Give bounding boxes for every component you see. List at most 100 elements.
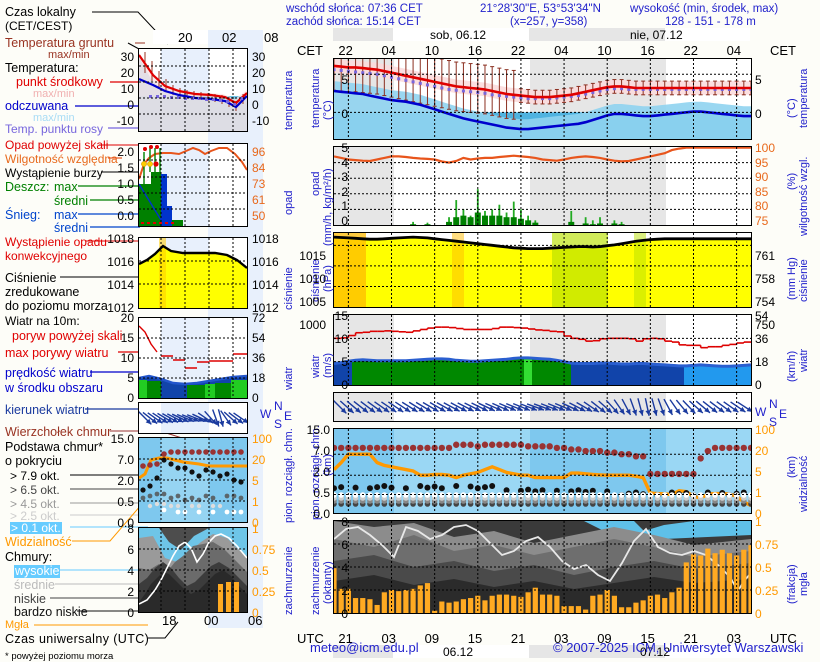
main-precip-axis-l-0: 5 xyxy=(341,141,348,155)
main-wind-axis-l-2: 5 xyxy=(341,355,348,369)
main-cloud-axis-l-1: 7.0 xyxy=(313,444,330,458)
small-cl-r2: 5 xyxy=(252,474,259,488)
main-cet-tick-4: 22 xyxy=(510,43,526,58)
compass-small: N S W E xyxy=(260,400,300,432)
small-wind-r1: 54 xyxy=(252,331,266,345)
legend-local-time-zone: (CET/CEST) xyxy=(5,19,73,33)
main-cet-tick-5: 04 xyxy=(554,43,569,58)
small-cov-l4: 0 xyxy=(127,606,134,620)
small-wind-l4: 0 xyxy=(127,391,134,405)
main-axis-title-visibility: widzialność xyxy=(798,455,810,512)
main-humidity-axis-r-0: 100 xyxy=(755,141,776,155)
legend-temp-maxmin: max/min xyxy=(33,88,75,100)
legend-wind10: Wiatr na 10m: xyxy=(5,314,80,328)
legend-apparent: odczuwana xyxy=(5,99,69,113)
small-cl-r3: 1 xyxy=(252,495,259,509)
small-winddir-panel xyxy=(138,402,248,434)
small-temp-axis-r2: 10 xyxy=(252,82,266,96)
main-temp-axis-l-0: 5 xyxy=(341,73,348,87)
main-cloud-axis-r-4: 0 xyxy=(755,507,762,521)
main-humidity-axis-r-4: 80 xyxy=(755,199,769,213)
legend-temperature: Temperatura: xyxy=(5,61,79,75)
main-precipitation-panel xyxy=(333,146,752,226)
legend-wind-speed-2: w środku obszaru xyxy=(5,381,103,395)
legend-utc: Czas uniwersalny (UTC) xyxy=(5,632,150,646)
small-pres-l0: 1018 xyxy=(107,232,134,246)
small-cet-tick-0: 20 xyxy=(178,30,193,45)
main-cloud-axis-r-3: 1 xyxy=(755,486,762,500)
main-wind-axis-l-3: 0 xyxy=(341,378,348,392)
main-cloudext-panel xyxy=(333,428,752,514)
main-temp-axis-l-1: 0 xyxy=(341,107,348,121)
main-cover-axis-r-0: 1 xyxy=(755,515,762,529)
main-axis-unit-fog: (frakcja) xyxy=(786,564,798,604)
legend-conv-precip-2: konwekcyjnego xyxy=(5,249,88,263)
main-cloudcover-panel xyxy=(333,520,752,614)
main-cover-axis-l-4: 0 xyxy=(341,607,348,621)
small-hum-l0: 2.0 xyxy=(117,145,134,159)
legend-cloud-mid: średnie xyxy=(14,578,55,592)
small-cl-r1: 20 xyxy=(252,453,266,467)
legend-rain: Deszcz: xyxy=(5,180,50,194)
day-band-night-0 xyxy=(333,28,393,41)
main-pressure-axis-r-2: 754 xyxy=(755,295,776,309)
main-temp-axis-r-0: 5 xyxy=(755,73,762,87)
main-wind-axis-r-0: 54 xyxy=(755,309,769,323)
small-temp-axis-3: 0 xyxy=(127,98,134,112)
small-temp-axis-r0: 30 xyxy=(252,50,266,64)
small-utc-tick-1: 00 xyxy=(204,613,219,628)
main-cover-axis-l-0: 8 xyxy=(341,515,348,529)
small-cl-l4: 0.0 xyxy=(117,516,134,530)
day-band-day-1 xyxy=(665,28,750,41)
main-humidity-axis-r-1: 95 xyxy=(755,155,769,170)
legend-cloud-base-2: o pokryciu xyxy=(5,454,62,468)
main-cloud-axis-l-0: 15.0 xyxy=(306,423,330,437)
small-cet-tick-1: 02 xyxy=(222,30,237,45)
legend-pressure-3: do poziomu morza xyxy=(5,299,108,313)
legend-pressure-2: zredukowane xyxy=(5,285,80,299)
main-pressure-axis-l-3: 1000 xyxy=(299,318,326,332)
bottom-band-night-0 xyxy=(333,645,393,658)
footer-contact[interactable]: meteo@icm.edu.pl xyxy=(310,640,419,655)
legend-visibility: Widzialność xyxy=(5,535,72,549)
main-cet-left-label: CET xyxy=(297,43,323,58)
small-hum-r3: 61 xyxy=(252,193,266,207)
main-cloud-axis-r-2: 5 xyxy=(755,465,762,479)
main-wind-axis-l-0: 15 xyxy=(334,309,348,323)
main-cet-tick-7: 16 xyxy=(640,43,655,58)
main-precip-axis-l-1: 4 xyxy=(341,155,348,170)
small-cov-r3: 0.25 xyxy=(252,585,276,599)
day-band-day-0 xyxy=(393,28,529,41)
legend-wind-dir: kierunek wiatru xyxy=(5,403,90,417)
compass-s-small: S xyxy=(274,417,283,431)
small-cet-tick-2: 08 xyxy=(264,30,279,45)
main-cet-tick-3: 16 xyxy=(467,43,483,58)
small-cov-r1: 0.75 xyxy=(252,543,276,557)
main-wind-axis-l-1: 10 xyxy=(334,332,348,346)
small-pres-l3: 1012 xyxy=(107,301,134,315)
main-wind-panel xyxy=(333,314,752,386)
main-cloud-axis-l-2: 2.0 xyxy=(313,465,330,479)
main-pressure-axis-l-0: 1015 xyxy=(299,249,326,263)
small-cov-r4: 0 xyxy=(252,606,259,620)
small-cl-r4: 0 xyxy=(252,516,259,530)
small-temp-axis-r1: 20 xyxy=(252,66,266,80)
main-humidity-axis-r-3: 85 xyxy=(755,184,769,199)
main-precip-axis-l-4: 1 xyxy=(341,199,348,213)
main-winddirection-panel xyxy=(333,392,752,422)
small-cl-r0: 100 xyxy=(252,432,273,446)
small-precip-panel xyxy=(138,143,248,227)
compass-n-small: N xyxy=(274,399,283,413)
small-temp-axis-r3: 0 xyxy=(252,98,259,112)
elevation-label: wysokość (min, środek, max) xyxy=(630,3,779,15)
small-temperature-panel xyxy=(138,48,248,132)
day-label-1: nie, 07.12 xyxy=(630,28,683,42)
small-cov-r0: 1 xyxy=(252,522,259,536)
main-precip-axis-l-3: 2 xyxy=(341,184,348,199)
small-temp-axis-4: -10 xyxy=(116,114,134,128)
small-wind-l0: 20 xyxy=(120,311,134,325)
small-hum-r2: 73 xyxy=(252,177,266,191)
small-cl-l2: 2.0 xyxy=(117,474,134,488)
legend-ground-temp-sub: max/min xyxy=(48,49,90,61)
main-axis-title-wind-r: wiatr xyxy=(798,348,810,372)
